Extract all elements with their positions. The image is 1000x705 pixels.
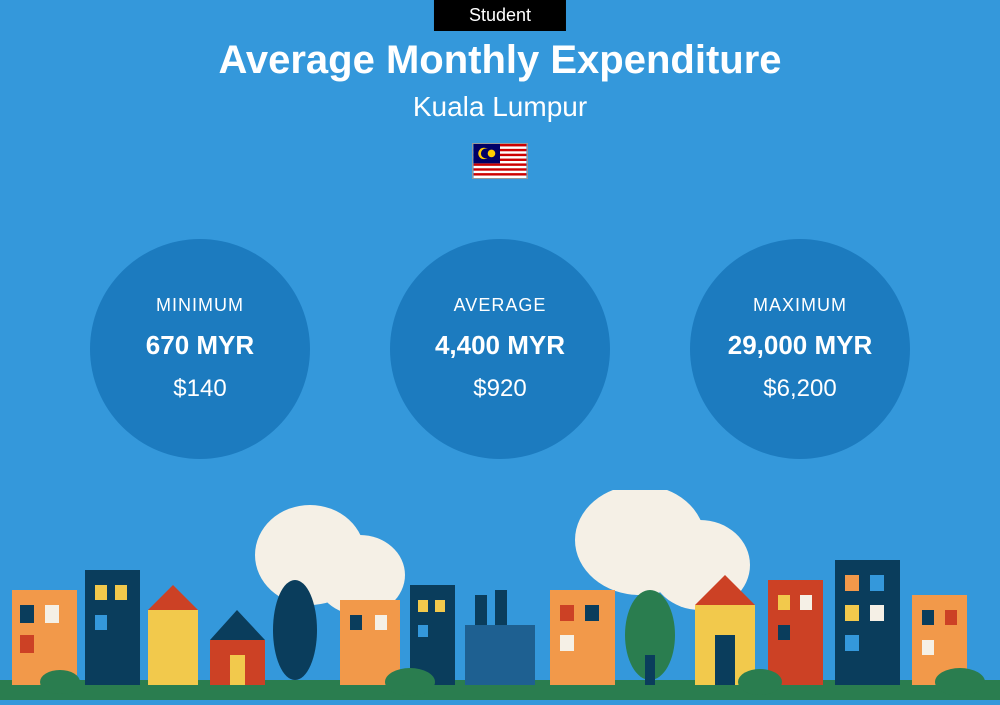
stat-value-main: 670 MYR — [146, 330, 254, 361]
city-subtitle: Kuala Lumpur — [0, 91, 1000, 123]
stat-value-sub: $920 — [473, 375, 526, 403]
flag-icon — [472, 143, 528, 179]
stats-container: MINIMUM 670 MYR $140 AVERAGE 4,400 MYR $… — [0, 239, 1000, 459]
category-badge: Student — [434, 0, 566, 31]
cityscape-illustration — [0, 490, 1000, 700]
stat-label: MAXIMUM — [753, 295, 847, 316]
page-title: Average Monthly Expenditure — [0, 38, 1000, 83]
stat-label: AVERAGE — [454, 295, 547, 316]
stat-value-main: 4,400 MYR — [435, 330, 565, 361]
stat-circle-average: AVERAGE 4,400 MYR $920 — [390, 239, 610, 459]
stat-value-sub: $140 — [173, 375, 226, 403]
stat-circle-maximum: MAXIMUM 29,000 MYR $6,200 — [690, 239, 910, 459]
stat-circle-minimum: MINIMUM 670 MYR $140 — [90, 239, 310, 459]
stat-value-main: 29,000 MYR — [728, 330, 873, 361]
stat-label: MINIMUM — [156, 295, 244, 316]
stat-value-sub: $6,200 — [763, 375, 836, 403]
